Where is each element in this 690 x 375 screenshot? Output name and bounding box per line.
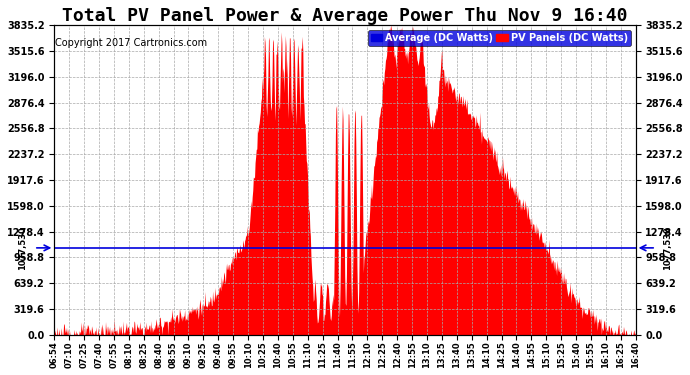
Legend: Average (DC Watts), PV Panels (DC Watts): Average (DC Watts), PV Panels (DC Watts) bbox=[368, 30, 631, 46]
Text: 1077,530: 1077,530 bbox=[18, 226, 27, 270]
Title: Total PV Panel Power & Average Power Thu Nov 9 16:40: Total PV Panel Power & Average Power Thu… bbox=[62, 7, 628, 25]
Text: 1077,530: 1077,530 bbox=[663, 226, 672, 270]
Text: Copyright 2017 Cartronics.com: Copyright 2017 Cartronics.com bbox=[55, 38, 208, 48]
